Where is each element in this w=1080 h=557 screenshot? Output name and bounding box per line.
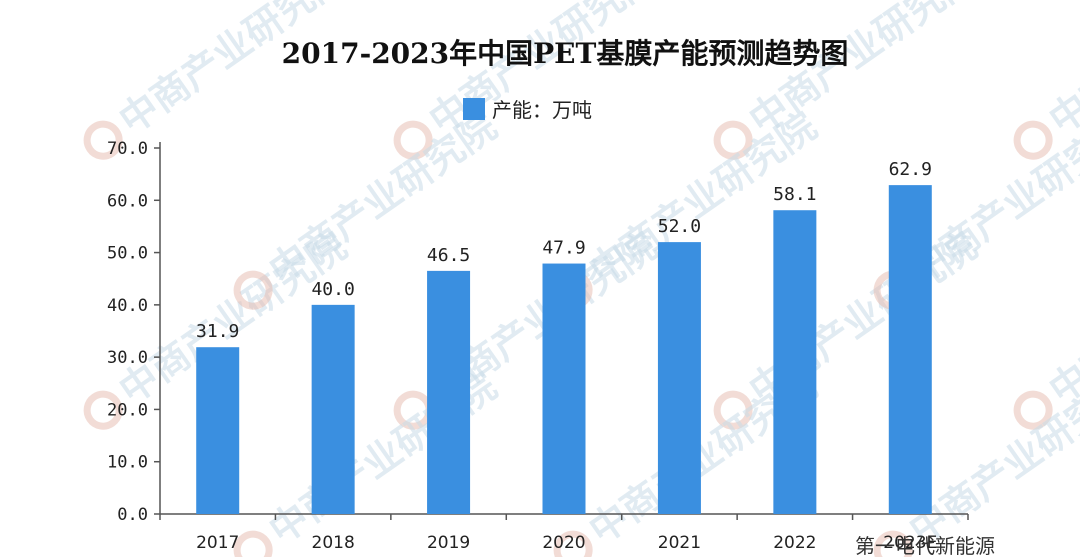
bar [427,270,471,514]
watermark-logo-icon [83,390,123,430]
legend-label: 产能：万吨 [492,98,592,122]
watermark-text: 中商产业研究院 [1041,224,1080,413]
x-tick-label: 2017 [196,533,239,553]
data-label: 40.0 [311,279,354,300]
watermark-text: 中商产业研究院 [1041,0,1080,142]
y-axis: 0.0 10.0 20.0 30.0 40.0 50.0 60.0 70.0 [107,139,161,525]
legend-swatch [463,98,485,120]
x-tick-label: 2023E [883,533,937,553]
bar [657,242,701,514]
watermark-logo-icon [233,530,273,557]
data-label: 62.9 [889,159,932,180]
watermark-logo-icon [1013,390,1053,430]
data-label: 52.0 [658,216,701,237]
y-tick-label: 70.0 [107,139,148,159]
y-tick-label: 60.0 [107,191,148,211]
bar [542,263,586,514]
y-tick-label: 20.0 [107,400,148,420]
bar [773,210,817,514]
watermark-logo-icon [553,530,593,557]
bar [888,185,932,514]
watermark-logo-icon [393,390,433,430]
y-tick-label: 0.0 [117,505,148,525]
data-label: 31.9 [196,321,239,342]
x-tick-label: 2018 [312,533,355,553]
chart-title: 2017-2023年中国PET基膜产能预测趋势图 [282,37,849,70]
watermark-logo-icon [873,530,913,557]
x-tick-label: 2022 [773,533,816,553]
legend: 产能：万吨 [463,98,592,122]
y-tick-label: 10.0 [107,453,148,473]
x-tick-label: 2019 [427,533,470,553]
y-tick-label: 50.0 [107,244,148,264]
y-tick-label: 30.0 [107,348,148,368]
bar-series: 31.9 40.0 46.5 47.9 52.0 58.1 62.9 [196,159,932,514]
data-label: 46.5 [427,245,470,266]
x-tick-label: 2020 [542,533,585,553]
watermark-text: 中商产业研究院 [111,0,354,142]
watermark-logo-icon [713,120,753,160]
watermark-logo-icon [233,270,273,310]
bar [196,347,240,514]
footer-credit: 第一电代新能源 [855,534,995,557]
watermark-logo-icon [393,120,433,160]
x-tick-label: 2021 [658,533,701,553]
watermark-logo-icon [83,120,123,160]
watermark-logo-icon [1013,120,1053,160]
y-tick-label: 40.0 [107,296,148,316]
data-label: 58.1 [773,184,816,205]
data-label: 47.9 [542,238,585,259]
watermark-logo-icon [713,390,753,430]
bar [311,304,355,514]
